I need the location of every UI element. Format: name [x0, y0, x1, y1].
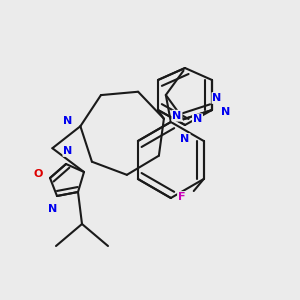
Text: N: N [221, 107, 231, 117]
Text: N: N [63, 116, 72, 126]
Text: N: N [172, 111, 182, 121]
Text: F: F [178, 192, 185, 202]
Text: N: N [193, 114, 202, 124]
Text: O: O [33, 169, 43, 179]
Text: N: N [212, 93, 222, 103]
Text: N: N [63, 146, 73, 156]
Text: N: N [48, 204, 58, 214]
Text: N: N [180, 134, 190, 144]
